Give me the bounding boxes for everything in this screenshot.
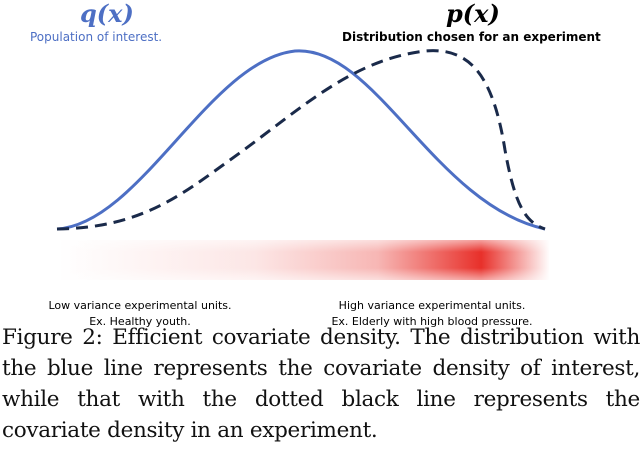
p-x-label: p(x) (446, 0, 500, 28)
q-density-curve (56, 49, 546, 231)
density-curves (56, 49, 546, 231)
q-description: Population of interest. (30, 30, 163, 44)
p-description: Distribution chosen for an experiment (342, 30, 601, 44)
variance-gradient-bar (58, 240, 550, 280)
high-variance-label: High variance experimental units. Ex. El… (312, 298, 552, 330)
low-variance-label: Low variance experimental units. Ex. Hea… (20, 298, 260, 330)
high-variance-line2: Ex. Elderly with high blood pressure. (331, 315, 533, 328)
figure-caption: Figure 2: Efficient covariate density. T… (2, 325, 640, 443)
low-variance-line2: Ex. Healthy youth. (89, 315, 191, 328)
p-density-curve (56, 49, 546, 231)
high-variance-line1: High variance experimental units. (338, 299, 526, 312)
q-x-label: q(x) (80, 0, 134, 28)
low-variance-line1: Low variance experimental units. (48, 299, 232, 312)
